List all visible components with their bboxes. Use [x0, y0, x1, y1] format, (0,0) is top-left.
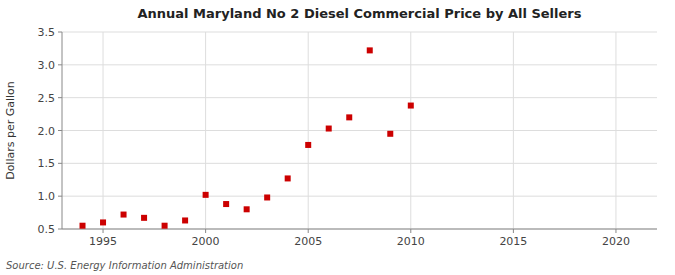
point — [182, 217, 188, 223]
y-grid-line — [62, 229, 657, 230]
y-tick-label: 2.0 — [38, 125, 56, 138]
point — [121, 212, 127, 218]
source-note: Source: U.S. Energy Information Administ… — [6, 260, 243, 271]
x-tick — [205, 229, 206, 233]
y-tick — [58, 32, 62, 33]
title: Annual Maryland No 2 Diesel Commercial P… — [137, 6, 581, 21]
x-tick-label: 2020 — [602, 235, 630, 248]
x-tick-label: 2010 — [397, 235, 425, 248]
y-grid-line — [62, 97, 657, 98]
y-grid-line — [62, 64, 657, 65]
chart: Annual Maryland No 2 Diesel Commercial P… — [0, 0, 675, 275]
grid — [62, 32, 657, 229]
point — [305, 142, 311, 148]
point — [326, 126, 332, 132]
y-axis-line — [62, 32, 63, 229]
point — [80, 223, 86, 229]
y-tick-label: 1.5 — [38, 157, 56, 170]
x-grid-line — [410, 32, 411, 229]
y-tick — [58, 196, 62, 197]
x-grid-line — [513, 32, 514, 229]
y-tick-label: 2.5 — [38, 92, 56, 105]
y-grid-line — [62, 196, 657, 197]
y-tick-label: 1.0 — [38, 190, 56, 203]
point — [100, 219, 106, 225]
x-tick-label: 2005 — [294, 235, 322, 248]
x-axis-line — [62, 229, 657, 230]
y-tick — [58, 97, 62, 98]
point — [141, 215, 147, 221]
point — [203, 192, 209, 198]
x-tick — [615, 229, 616, 233]
point — [346, 114, 352, 120]
point — [162, 223, 168, 229]
point — [264, 194, 270, 200]
x-tick — [513, 229, 514, 233]
x-tick — [103, 229, 104, 233]
x-grid-line — [615, 32, 616, 229]
y-grid-line — [62, 32, 657, 33]
y-tick — [58, 64, 62, 65]
y-tick-label: 3.5 — [38, 26, 56, 39]
point — [408, 103, 414, 109]
y-tick-label: 3.0 — [38, 59, 56, 72]
points — [80, 47, 414, 228]
point — [367, 47, 373, 53]
y-axis-label: Dollars per Gallon — [4, 81, 17, 180]
x-grid-line — [205, 32, 206, 229]
x-tick-label: 1995 — [89, 235, 117, 248]
y-tick — [58, 130, 62, 131]
y-grid-line — [62, 130, 657, 131]
point — [285, 175, 291, 181]
point — [223, 201, 229, 207]
axes: 0.5 1.0 1.5 2.0 2.5 3.0 3.5 1995 2000 2005 2010 201… — [38, 26, 658, 248]
y-tick-label: 0.5 — [38, 223, 56, 236]
x-grid-line — [308, 32, 309, 229]
point — [244, 206, 250, 212]
y-tick — [58, 229, 62, 230]
y-tick — [58, 163, 62, 164]
y-grid-line — [62, 163, 657, 164]
x-tick — [410, 229, 411, 233]
point — [387, 131, 393, 137]
x-tick-label: 2000 — [192, 235, 220, 248]
x-tick — [308, 229, 309, 233]
x-tick-label: 2015 — [499, 235, 527, 248]
x-grid-line — [103, 32, 104, 229]
